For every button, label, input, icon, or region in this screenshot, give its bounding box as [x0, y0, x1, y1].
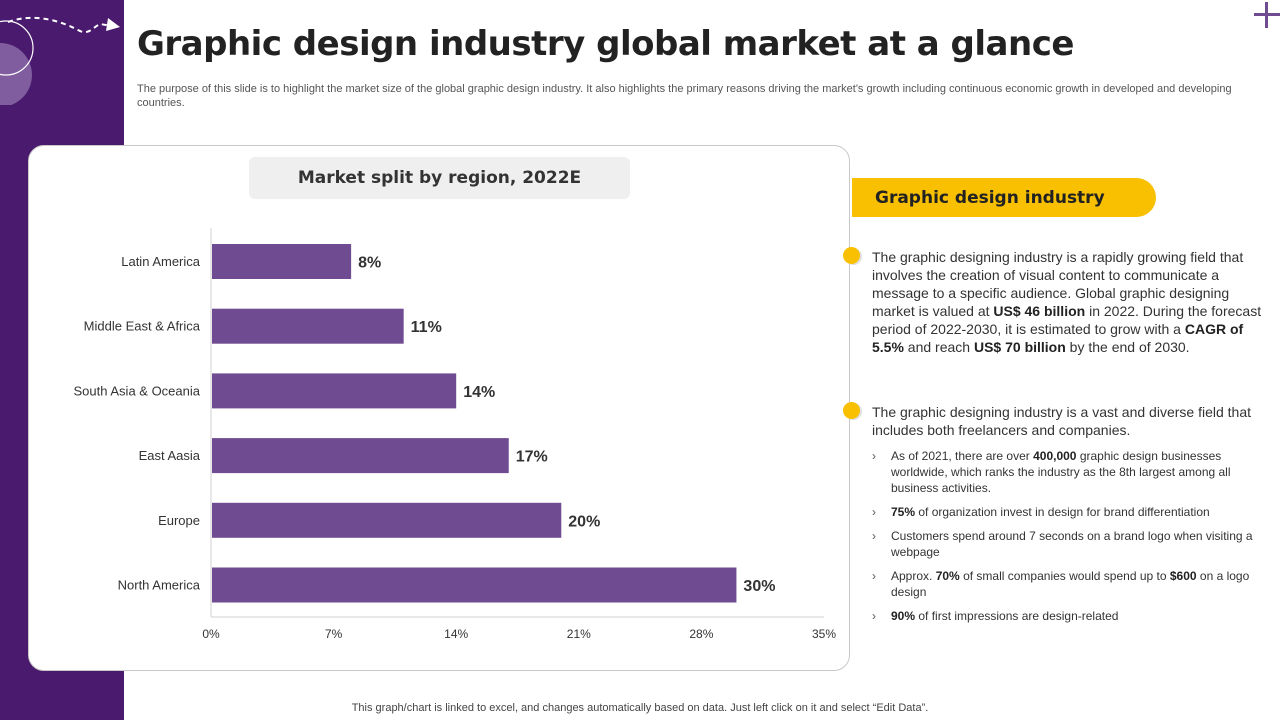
stats-list: › As of 2021, there are over 400,000 grap…	[872, 448, 1262, 632]
bar[interactable]	[212, 244, 352, 279]
category-label: South Asia & Oceania	[74, 383, 201, 398]
stats-list-item: › Customers spend around 7 seconds on a b…	[872, 528, 1262, 560]
text-run: and reach	[903, 339, 974, 355]
footer-text: This graph/chart is linked to excel, and…	[351, 702, 929, 714]
highlight-text: US$ 46 billion	[993, 303, 1086, 319]
text-run: The graphic designing industry is a rapi…	[872, 249, 1244, 319]
footer-note: This graph/chart is linked to excel, and…	[0, 702, 1280, 714]
stats-list-item: › 90% of first impressions are design-rel…	[872, 608, 1262, 624]
x-tick-label: 35%	[812, 627, 836, 641]
chevron-right-icon: ›	[872, 449, 876, 463]
x-tick-label: 7%	[325, 627, 343, 641]
text-run: on a logo design	[891, 569, 1250, 599]
chevron-right-icon: ›	[872, 505, 876, 519]
page-title: Graphic design industry global market at…	[137, 24, 1074, 64]
data-label: 30%	[743, 578, 775, 595]
info-paragraph-1: The graphic designing industry is a rapi…	[872, 248, 1262, 356]
arrow-head-icon	[106, 18, 120, 31]
bar[interactable]	[212, 373, 457, 409]
bar-chart[interactable]: Latin America 8% Middle East & Africa 11% So…	[0, 0, 860, 660]
highlight-text: CAGR of 5.5%	[872, 321, 1244, 355]
text-run: Approx.	[891, 569, 936, 583]
deco-filled-circle	[0, 43, 32, 105]
dashed-arrow-path	[7, 16, 113, 34]
stats-list-item: › As of 2021, there are over 400,000 grap…	[872, 448, 1262, 496]
text-run: of small companies would spend up to	[959, 569, 1170, 583]
text-run: Customers spend around 7 seconds on a br…	[891, 529, 1253, 559]
category-label: Latin America	[121, 254, 201, 269]
highlight-text: 75%	[891, 505, 916, 519]
decorative-arrow-graphic	[0, 16, 120, 105]
chart-title: Market split by region, 2022E	[249, 157, 630, 199]
category-label: Europe	[158, 513, 200, 528]
chevron-right-icon: ›	[872, 529, 876, 543]
bar[interactable]	[212, 567, 737, 603]
bullet-dot-icon	[843, 402, 860, 419]
stats-list-item: › Approx. 70% of small companies would sp…	[872, 568, 1262, 600]
text-run: of organization invest in design for bra…	[915, 505, 1210, 519]
info-heading: Graphic design industry	[852, 178, 1156, 217]
highlight-text: US$ 70 billion	[973, 339, 1066, 355]
x-tick-label: 28%	[689, 627, 713, 641]
stats-list-item: › 75% of organization invest in design fo…	[872, 504, 1262, 520]
x-tick-label: 0%	[202, 627, 220, 641]
highlight-text: 90%	[891, 609, 916, 623]
bar[interactable]	[212, 502, 562, 538]
bar[interactable]	[212, 438, 509, 474]
text-run: by the end of 2030.	[1065, 339, 1190, 355]
bullet-dot-icon	[843, 247, 860, 264]
bar[interactable]	[212, 308, 404, 344]
highlight-text: $600	[1169, 569, 1197, 583]
chevron-right-icon: ›	[872, 609, 876, 623]
text-run: graphic design businesses worldwide, whi…	[891, 449, 1231, 495]
data-label: 14%	[463, 384, 495, 401]
category-label: East Aasia	[139, 448, 201, 463]
data-label: 17%	[516, 449, 548, 466]
deco-outline-circle	[0, 20, 34, 76]
highlight-text: 70%	[935, 569, 960, 583]
x-tick-label: 21%	[567, 627, 591, 641]
text-run: As of 2021, there are over	[891, 449, 1034, 463]
page-subtitle: The purpose of this slide is to highligh…	[137, 83, 1232, 109]
chevron-right-icon: ›	[872, 569, 876, 583]
data-label: 20%	[568, 513, 600, 530]
category-label: Middle East & Africa	[84, 319, 201, 334]
x-tick-label: 14%	[444, 627, 468, 641]
info-paragraph-2: The graphic designing industry is a vast…	[872, 404, 1251, 438]
category-label: North America	[118, 578, 201, 593]
data-label: 8%	[358, 255, 381, 272]
text-run: of first impressions are design-related	[915, 609, 1119, 623]
plus-icon	[1254, 2, 1280, 28]
data-label: 11%	[411, 319, 442, 336]
text-run: in 2022. During the forecast period of 2…	[872, 303, 1262, 337]
highlight-text: 400,000	[1033, 449, 1077, 463]
